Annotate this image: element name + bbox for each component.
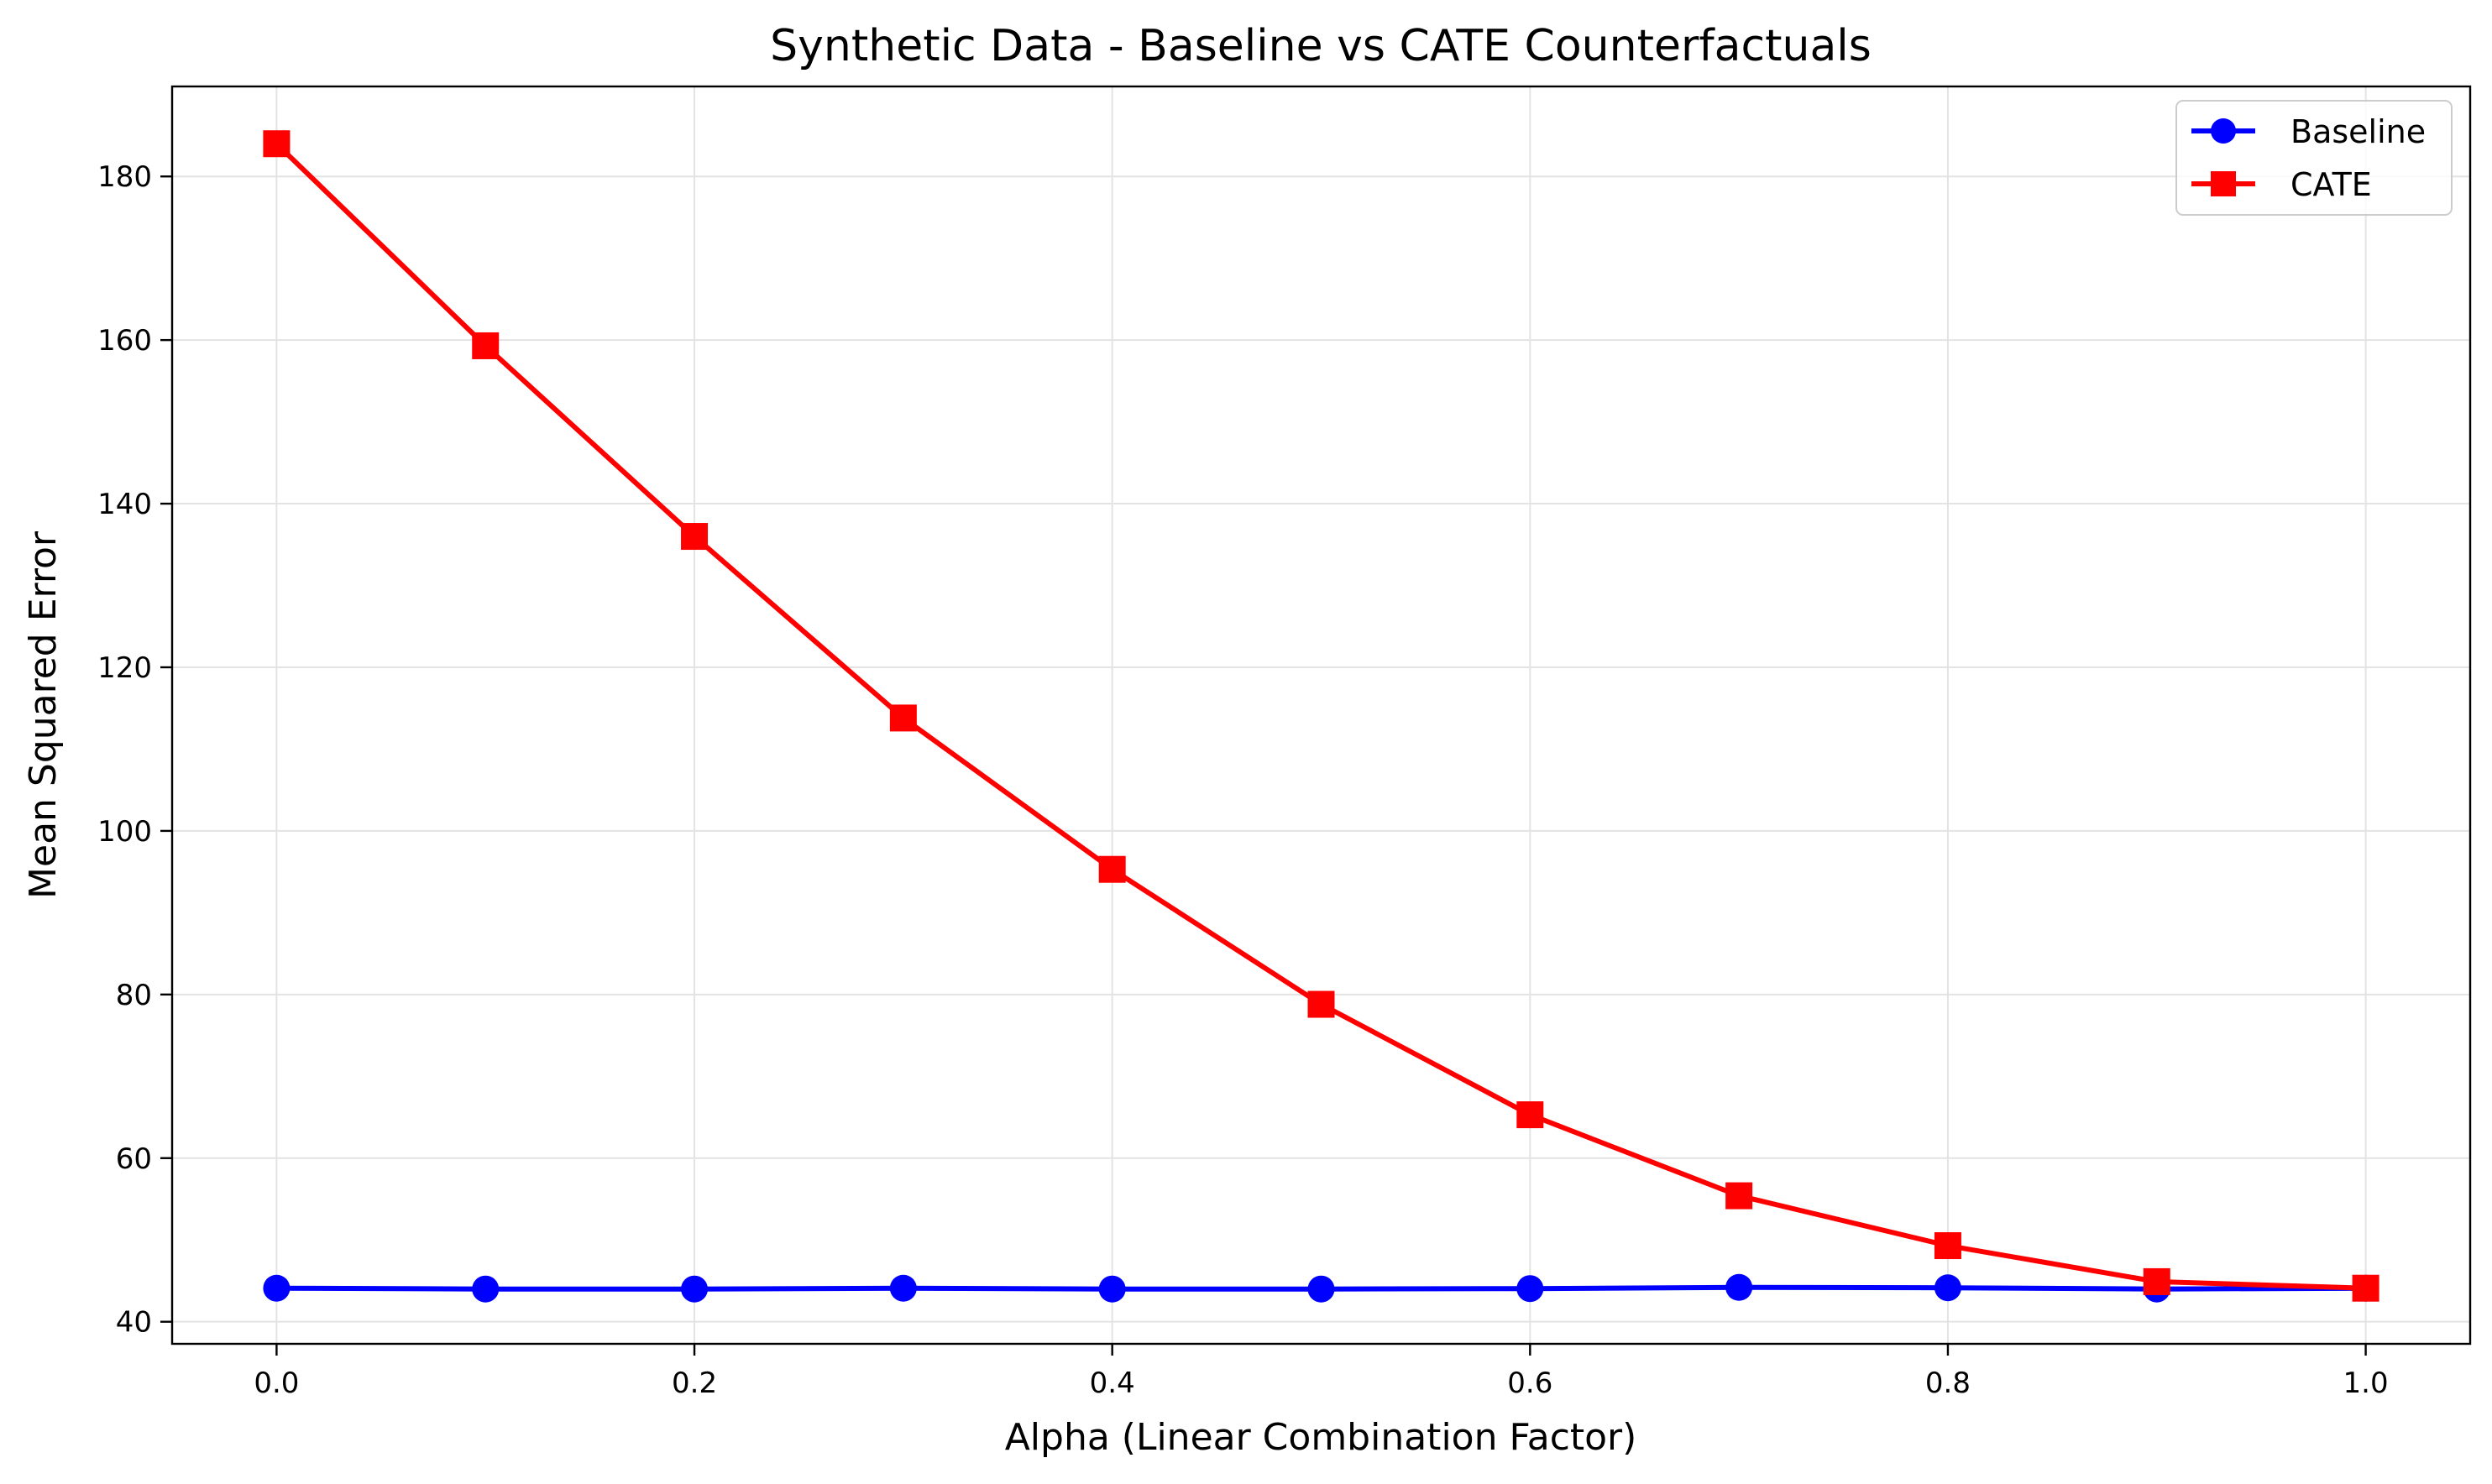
baseline-point	[263, 1274, 291, 1302]
baseline-point	[1098, 1275, 1126, 1303]
x-tick-label: 0.0	[254, 1366, 299, 1400]
baseline-point	[472, 1275, 500, 1303]
baseline-point	[681, 1275, 709, 1303]
baseline-point	[1725, 1273, 1753, 1301]
legend: Baseline CATE	[2175, 100, 2453, 216]
legend-marker-cate	[2211, 171, 2236, 196]
y-axis-label: Mean Squared Error	[22, 530, 65, 899]
series-layer	[263, 130, 2379, 1303]
legend-marker-baseline	[2211, 118, 2236, 144]
x-axis-label: Alpha (Linear Combination Factor)	[1005, 1416, 1637, 1459]
x-tick-label: 0.6	[1507, 1366, 1552, 1400]
y-tick-label: 60	[116, 1142, 152, 1176]
plot-frame	[170, 85, 2472, 1346]
cate-point	[1934, 1232, 1961, 1260]
cate-line	[274, 141, 2369, 1291]
cate-point	[472, 332, 500, 359]
cate-point	[2352, 1274, 2379, 1302]
y-tick-label: 140	[97, 488, 152, 521]
y-tick-label: 120	[97, 651, 152, 685]
x-tick-label: 0.8	[1925, 1366, 1971, 1400]
cate-series	[263, 130, 2379, 1302]
legend-label-baseline: Baseline	[2290, 113, 2426, 150]
y-tick-label: 160	[97, 324, 152, 358]
grid-layer	[172, 86, 2470, 1344]
baseline-point	[1307, 1275, 1335, 1303]
cate-point	[263, 130, 291, 158]
baseline-series	[263, 1273, 2379, 1303]
cate-point	[1725, 1182, 1753, 1210]
x-tick-label: 0.4	[1090, 1366, 1135, 1400]
cate-point	[1098, 855, 1126, 883]
y-tick-label: 80	[116, 979, 152, 1012]
baseline-point	[1934, 1274, 1961, 1302]
y-tick-label: 100	[97, 815, 152, 849]
baseline-point	[889, 1274, 917, 1302]
cate-point	[1516, 1101, 1544, 1129]
cate-point	[1307, 990, 1335, 1018]
axes-layer: 0.0 0.2 0.4 0.6 0.8 1.0 40 60 80 100 120 140 160 180	[97, 160, 2389, 1400]
baseline-point	[1516, 1275, 1544, 1303]
y-tick-label: 40	[116, 1306, 152, 1340]
x-tick-label: 0.2	[672, 1366, 717, 1400]
cate-point	[681, 523, 709, 551]
cate-point	[889, 704, 917, 732]
cate-point	[2143, 1267, 2170, 1295]
x-tick-label: 1.0	[2343, 1366, 2389, 1400]
chart-title: Synthetic Data - Baseline vs CATE Counte…	[770, 21, 1872, 71]
legend-label-cate: CATE	[2290, 166, 2372, 203]
y-tick-label: 180	[97, 160, 152, 194]
